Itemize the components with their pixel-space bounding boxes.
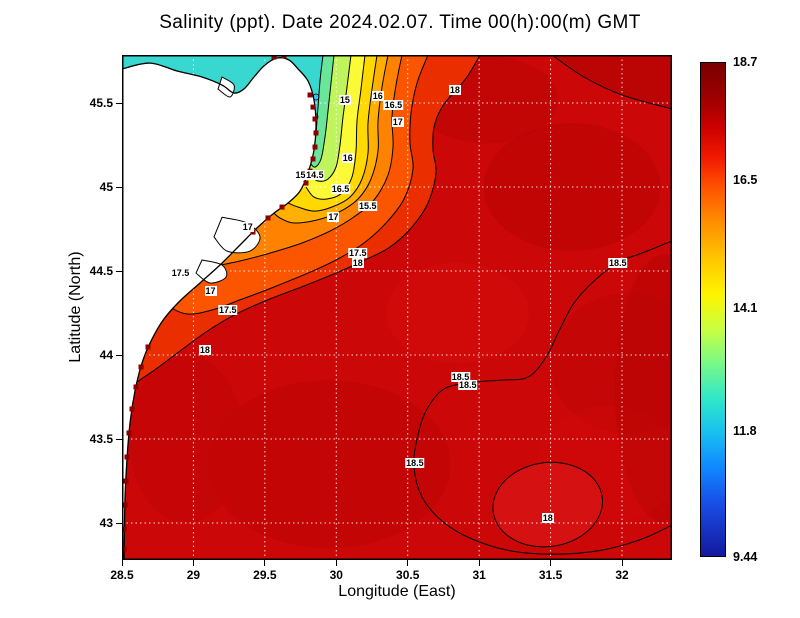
river-cell — [307, 92, 313, 98]
contour-line-eddy — [492, 461, 603, 548]
river-cell — [313, 130, 319, 136]
river-cell — [310, 104, 316, 110]
x-axis-label: Longitude (East) — [338, 583, 456, 600]
y-tick-mark — [116, 102, 122, 104]
salinity-texture-blob — [207, 380, 451, 549]
x-tick-mark — [407, 560, 409, 566]
river-cell — [129, 406, 135, 412]
contour-label: 18.5 — [457, 380, 478, 391]
contour-label: 17 — [327, 212, 340, 223]
x-tick-label: 30.5 — [396, 568, 420, 582]
x-tick-mark — [264, 560, 266, 566]
y-tick-mark — [116, 438, 122, 440]
y-tick-label: 45 — [99, 180, 113, 195]
contour-line-18.5 — [413, 240, 672, 555]
contour-line-15.5 — [305, 55, 366, 200]
x-tick-label: 31.5 — [538, 568, 563, 582]
x-tick-label: 29.5 — [253, 568, 277, 582]
salinity-contour-map — [122, 55, 672, 560]
contour-line-15 — [309, 55, 352, 182]
x-tick-mark — [550, 560, 552, 566]
colorbar-tick-label: 14.1 — [733, 300, 758, 315]
contour-label: 18 — [448, 84, 461, 95]
contour-label: 18.5 — [405, 457, 425, 468]
y-axis-label: Latitude (North) — [67, 251, 84, 363]
eddy-fill — [492, 462, 603, 547]
contour-label: 18 — [541, 513, 554, 523]
colorbar-tick-label: 11.8 — [733, 423, 757, 438]
river-cell — [303, 180, 309, 186]
river-cell — [281, 55, 287, 59]
salinity-texture-blob — [614, 254, 672, 524]
x-tick-label: 31 — [472, 568, 486, 582]
contour-line-14.5 — [309, 55, 335, 168]
y-tick-label: 45.5 — [89, 96, 113, 111]
contour-line-18 — [129, 55, 481, 392]
river-cell — [271, 55, 277, 60]
contour-label: 17 — [241, 222, 254, 233]
river-cell — [122, 546, 127, 552]
y-tick-label: 44 — [99, 348, 113, 363]
river-cell — [145, 344, 151, 350]
x-tick-mark — [621, 560, 623, 566]
y-tick-label: 43.5 — [89, 432, 113, 447]
plot-title: Salinity (ppt). Date 2024.02.07. Time 00… — [159, 12, 641, 33]
x-tick-mark — [335, 560, 337, 566]
plot-frame — [122, 55, 672, 560]
x-tick-mark — [478, 560, 480, 566]
river-cell — [126, 430, 132, 436]
river-cell — [310, 156, 316, 162]
contour-label: 16 — [371, 91, 384, 102]
y-tick-mark — [116, 354, 122, 356]
contour-label: 18.5 — [607, 257, 628, 268]
river-cell — [123, 478, 129, 484]
river-cell — [133, 384, 139, 390]
river-cell — [312, 144, 318, 150]
contour-label: 16.5 — [383, 99, 404, 110]
river-cell — [124, 454, 130, 460]
contour-label: 17.5 — [217, 304, 238, 315]
river-cell — [138, 364, 144, 370]
land-mass — [122, 57, 316, 560]
contour-label: 16.5 — [330, 183, 351, 194]
y-tick-label: 43 — [99, 516, 113, 531]
contour-label: 18 — [351, 257, 364, 268]
contour-label: 17.5 — [170, 267, 191, 278]
colorbar-tick-label: 18.7 — [733, 55, 758, 69]
y-tick-mark — [116, 522, 122, 524]
contour-line-16.5 — [271, 55, 389, 224]
salinity-band-18.5 — [552, 55, 672, 109]
colorbar-tick-label: 9.44 — [733, 550, 758, 564]
salinity-texture-blob — [386, 262, 530, 364]
x-tick-label: 29 — [186, 568, 201, 582]
contour-label: 15 — [338, 94, 351, 105]
river-cell — [279, 204, 285, 210]
contour-label: 17 — [204, 286, 217, 297]
x-tick-label: 28.5 — [110, 568, 134, 582]
contour-line-16 — [287, 55, 378, 212]
contour-label: 18.5 — [450, 371, 471, 382]
x-tick-label: 32 — [615, 568, 629, 582]
x-tick-label: 30 — [329, 568, 343, 582]
contour-label: 14.5 — [305, 170, 325, 181]
contour-label: 17 — [391, 116, 404, 127]
y-tick-label: 44.5 — [89, 264, 113, 279]
colorbar — [700, 62, 726, 557]
river-cell — [312, 116, 318, 122]
river-cell — [122, 526, 127, 532]
y-tick-mark — [116, 270, 122, 272]
contour-label: 16 — [341, 153, 354, 164]
x-tick-mark — [192, 560, 194, 566]
contour-label: 15 — [294, 170, 307, 181]
river-cell — [122, 502, 128, 508]
x-tick-mark — [121, 560, 123, 566]
contour-label: 15.5 — [357, 200, 378, 211]
contour-label: 17.5 — [347, 247, 368, 258]
colorbar-tick-label: 16.5 — [733, 172, 758, 187]
y-tick-mark — [116, 186, 122, 188]
contour-label: 18 — [198, 345, 211, 355]
contour-line-18.5 — [551, 55, 672, 110]
river-cell — [265, 215, 271, 221]
